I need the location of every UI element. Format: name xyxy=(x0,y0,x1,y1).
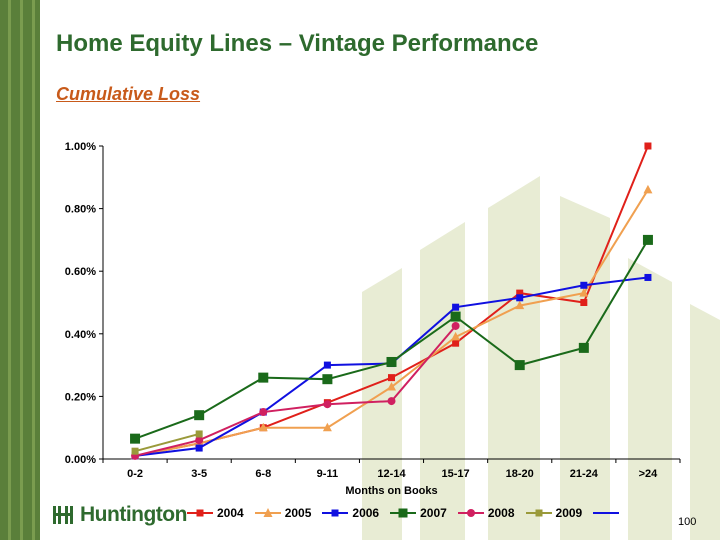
legend-swatch-marker xyxy=(535,509,543,517)
legend-label: 2008 xyxy=(487,506,515,520)
x-tick-label: 0-2 xyxy=(127,468,143,480)
legend-item: 2005 xyxy=(254,506,312,520)
legend-item xyxy=(592,506,623,520)
page-title: Home Equity Lines – Vintage Performance xyxy=(56,30,539,57)
data-point-2005 xyxy=(579,288,589,297)
legend-item: 2007 xyxy=(389,506,447,520)
x-tick-label: 12-14 xyxy=(377,468,406,480)
x-axis-label: Months on Books xyxy=(345,485,437,497)
data-point-2005 xyxy=(322,422,332,432)
x-tick-label: 21-24 xyxy=(570,468,599,480)
series-line-2009 xyxy=(134,432,200,453)
legend-swatch-marker xyxy=(263,508,273,517)
data-point-2008 xyxy=(259,408,268,417)
data-point-2005 xyxy=(515,300,525,310)
side-bar-stripe xyxy=(32,0,35,540)
legend-swatch xyxy=(593,512,620,514)
chart-legend: 2004 2005 2006 2007 2008 2009 xyxy=(186,506,633,520)
series-line-2008 xyxy=(134,325,457,457)
legend-swatch xyxy=(254,508,281,517)
data-point-2006 xyxy=(580,281,588,289)
legend-swatch-marker xyxy=(196,509,204,517)
data-point-2007 xyxy=(514,360,525,371)
data-point-2008 xyxy=(323,400,332,409)
data-point-2005 xyxy=(643,184,653,194)
legend-swatch xyxy=(390,508,417,518)
data-point-2007 xyxy=(642,234,653,245)
page-number: 100 xyxy=(678,516,697,528)
side-bar-stripe xyxy=(20,0,23,540)
data-point-2006 xyxy=(323,361,331,369)
data-point-2007 xyxy=(194,410,205,421)
legend-item: 2008 xyxy=(457,506,515,520)
y-tick-label: 0.20% xyxy=(65,391,96,403)
x-tick-label: 15-17 xyxy=(442,468,470,480)
y-tick-label: 0.80% xyxy=(65,204,96,216)
huntington-logo: Huntington xyxy=(52,502,187,528)
data-point-2006 xyxy=(195,444,203,452)
data-point-2004 xyxy=(580,299,588,306)
data-point-2007 xyxy=(130,433,141,444)
data-point-2004 xyxy=(644,142,652,150)
data-point-2007 xyxy=(578,342,589,353)
series-line-2004 xyxy=(134,145,649,457)
legend-label: 2007 xyxy=(420,506,447,520)
side-bar xyxy=(0,0,40,540)
data-point-2004 xyxy=(452,339,460,347)
data-point-2006 xyxy=(516,294,524,302)
data-point-2009 xyxy=(195,430,203,438)
huntington-logo-text: Huntington xyxy=(80,503,187,526)
y-tick-label: 1.00% xyxy=(65,141,96,153)
legend-label: 2004 xyxy=(217,506,244,520)
legend-label: 2009 xyxy=(555,506,583,520)
x-tick-label: 18-20 xyxy=(506,468,534,480)
legend-item: 2004 xyxy=(186,506,244,520)
legend-label: 2005 xyxy=(284,506,312,520)
data-point-2009 xyxy=(131,447,139,455)
y-tick-label: 0.00% xyxy=(65,454,96,466)
series-line-2005 xyxy=(134,189,649,457)
data-point-2006 xyxy=(452,303,460,311)
legend-swatch xyxy=(525,509,552,517)
side-bar-stripe xyxy=(8,0,11,540)
x-tick-label: >24 xyxy=(639,468,659,480)
legend-item: 2009 xyxy=(525,506,583,520)
y-tick-label: 0.60% xyxy=(65,266,96,278)
legend-swatch-marker xyxy=(466,509,475,517)
chart-subtitle: Cumulative Loss xyxy=(56,84,201,104)
legend-swatch xyxy=(322,509,349,517)
data-point-2005 xyxy=(258,422,268,432)
y-tick-label: 0.40% xyxy=(65,329,96,341)
legend-swatch-marker xyxy=(331,509,339,517)
data-point-2004 xyxy=(388,374,395,382)
data-point-2008 xyxy=(387,397,396,406)
legend-label: 2006 xyxy=(352,506,380,520)
data-point-2004 xyxy=(516,289,524,297)
legend-item: 2006 xyxy=(321,506,379,520)
data-point-2007 xyxy=(258,372,269,383)
data-point-2007 xyxy=(322,374,333,385)
data-point-2007 xyxy=(386,356,397,367)
x-tick-label: 3-5 xyxy=(191,468,207,480)
series-line-2007 xyxy=(134,239,649,440)
data-point-2005 xyxy=(387,382,396,391)
legend-swatch-marker xyxy=(398,508,408,518)
legend-swatch xyxy=(187,509,213,517)
data-point-2007 xyxy=(450,311,461,322)
legend-swatch xyxy=(457,509,484,517)
data-point-2008 xyxy=(195,436,204,445)
data-point-2006 xyxy=(644,273,652,281)
x-tick-label: 9-11 xyxy=(317,468,338,480)
data-point-2008 xyxy=(451,321,460,330)
huntington-logo-icon xyxy=(53,506,73,524)
data-point-2005 xyxy=(451,331,461,341)
x-tick-label: 6-8 xyxy=(255,468,271,480)
